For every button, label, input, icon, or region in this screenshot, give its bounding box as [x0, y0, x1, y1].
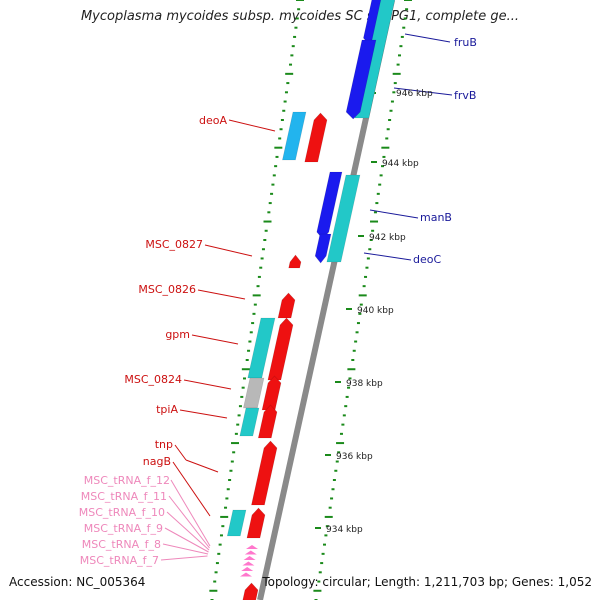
gene-label-msc-0826[interactable]: MSC_0826 [138, 283, 196, 296]
leader-msc-0826 [197, 289, 246, 300]
leader-trna [166, 511, 210, 551]
position-label-946: 946 kbp [396, 89, 433, 99]
cds-cyan-tpia [239, 407, 260, 437]
trna-feature [243, 556, 256, 560]
gene-features [226, 0, 396, 600]
cds-reverse-msc-0826 [277, 292, 296, 319]
leader-deoa [228, 119, 276, 132]
trna-label-7[interactable]: MSC_tRNA_f_7 [80, 554, 159, 567]
leader-frvb [393, 87, 453, 96]
cds-reverse-msc-0824 [261, 375, 282, 411]
trna-feature [241, 567, 254, 571]
cds-lightblue-deoa [282, 111, 307, 161]
cds-reverse-tnp [251, 440, 278, 506]
gene-label-tpia[interactable]: tpiA [156, 403, 178, 416]
leader-trna [168, 495, 210, 549]
leader-trna [164, 527, 209, 553]
summary-text: Topology: circular; Length: 1,211,703 bp… [262, 575, 592, 589]
cds-forward-frvb [345, 39, 377, 120]
leader-nagb [172, 461, 211, 517]
accession-text: Accession: NC_005364 [9, 575, 146, 589]
gene-label-tnp[interactable]: tnp [155, 438, 173, 451]
gene-label-manb[interactable]: manB [420, 211, 452, 224]
position-label-942: 942 kbp [369, 233, 406, 243]
leader-deoc [363, 252, 412, 261]
cds-reverse-tpia [257, 404, 278, 439]
gene-label-gpm[interactable]: gpm [165, 328, 190, 341]
position-label-936: 936 kbp [336, 452, 373, 462]
ruler-ticks [209, 0, 412, 600]
trna-feature [240, 572, 252, 577]
position-label-944: 944 kbp [382, 159, 419, 169]
gene-label-deoc[interactable]: deoC [413, 253, 441, 266]
leader-trna [160, 555, 208, 561]
gene-label-msc-0827[interactable]: MSC_0827 [145, 238, 203, 251]
trna-feature [244, 550, 257, 555]
cds-reverse-bottom [242, 582, 259, 600]
leader-msc-0827 [204, 244, 253, 257]
leader-gpm [191, 334, 239, 345]
leader-manb [369, 209, 419, 219]
label-leaders [160, 33, 453, 561]
position-label-938: 938 kbp [346, 379, 383, 389]
position-label-934: 934 kbp [326, 525, 363, 535]
cds-reverse-nagb [246, 507, 266, 539]
cds-reverse-msc-0827 [288, 254, 302, 269]
map-title: Mycoplasma mycoides subsp. mycoides SC s… [80, 9, 520, 24]
leader-msc-0824 [183, 379, 232, 390]
gene-label-frub[interactable]: fruB [454, 36, 477, 49]
trna-label-8[interactable]: MSC_tRNA_f_8 [82, 538, 161, 551]
cds-cyan-nagb [226, 509, 247, 537]
cds-cyan-manb [326, 174, 361, 263]
leader-trna [170, 479, 211, 547]
trna-label-10[interactable]: MSC_tRNA_f_10 [79, 506, 165, 519]
trna-feature [242, 561, 255, 566]
leader-tnp-a [174, 444, 187, 461]
gene-label-deoa[interactable]: deoA [199, 114, 227, 127]
gene-label-frvb[interactable]: frvB [454, 89, 476, 102]
leader-frub [404, 33, 451, 43]
leader-trna [162, 543, 209, 555]
gene-label-msc-0824[interactable]: MSC_0824 [124, 373, 182, 386]
cds-forward-deoc [314, 233, 332, 264]
gene-label-nagb[interactable]: nagB [143, 455, 171, 468]
leader-tnp-b [185, 459, 219, 473]
trna-label-9[interactable]: MSC_tRNA_f_9 [84, 522, 163, 535]
trna-label-12[interactable]: MSC_tRNA_f_12 [84, 474, 170, 487]
position-label-940: 940 kbp [357, 306, 394, 316]
cds-gray-msc-0824 [243, 377, 265, 409]
leader-tpia [179, 409, 228, 419]
trna-feature [246, 545, 258, 549]
cds-reverse-deoa [304, 112, 328, 163]
trna-label-11[interactable]: MSC_tRNA_f_11 [81, 490, 167, 503]
